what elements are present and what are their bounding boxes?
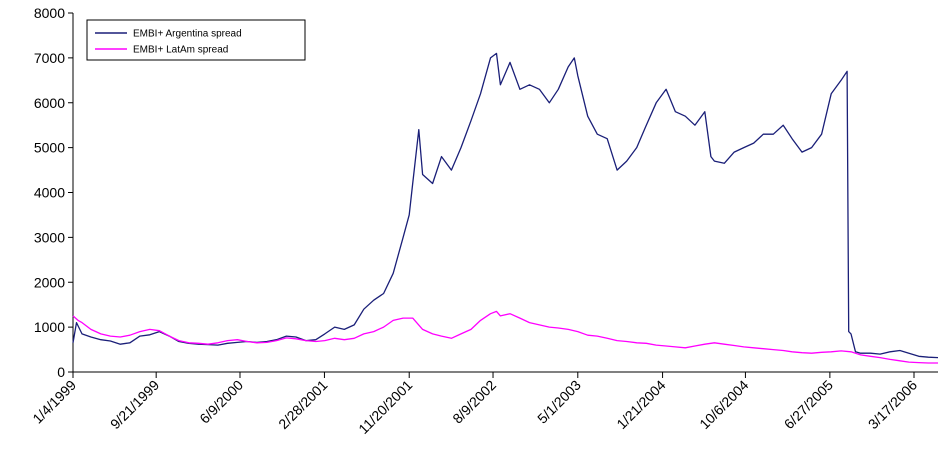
y-axis: 0 1000 2000 3000 4000 5000 6000 7000 8000: [34, 5, 74, 380]
x-tick-label: 3/17/2006: [865, 377, 921, 433]
y-tick-label: 4000: [34, 185, 65, 201]
x-tick-label: 5/1/2003: [534, 377, 584, 427]
y-tick-label: 2000: [34, 274, 65, 290]
series-layer: [72, 52, 939, 364]
x-tick-label: 1/4/1999: [29, 377, 79, 427]
series-line-latam: [72, 310, 938, 364]
x-tick-label: 10/6/2004: [696, 377, 752, 433]
x-tick-label: 1/21/2004: [613, 377, 669, 433]
x-tick-label: 2/28/2001: [275, 377, 331, 433]
x-tick-label: 11/20/2001: [355, 377, 415, 437]
x-tick-label: 8/9/2002: [449, 377, 499, 427]
x-axis: 1/4/1999 9/21/1999 6/9/2000 2/28/2001 11/20/…: [29, 371, 938, 437]
series-line-argentina: [72, 52, 939, 359]
legend-label: EMBI+ LatAm spread: [133, 45, 228, 56]
y-tick-label: 3000: [34, 229, 65, 245]
x-tick-label: 6/9/2000: [196, 377, 246, 427]
legend-label: EMBI+ Argentina spread: [133, 29, 242, 40]
y-tick-label: 0: [57, 364, 65, 380]
y-tick-label: 7000: [34, 50, 65, 66]
y-tick-label: 8000: [34, 5, 65, 21]
legend-box: [86, 19, 306, 61]
legend: EMBI+ Argentina spread EMBI+ LatAm spread: [86, 19, 306, 61]
y-tick-label: 6000: [34, 95, 65, 111]
x-tick-label: 9/21/1999: [107, 377, 163, 433]
y-tick-label: 5000: [34, 140, 65, 156]
x-tick-label: 6/27/2005: [781, 377, 837, 433]
y-tick-label: 1000: [34, 319, 65, 335]
